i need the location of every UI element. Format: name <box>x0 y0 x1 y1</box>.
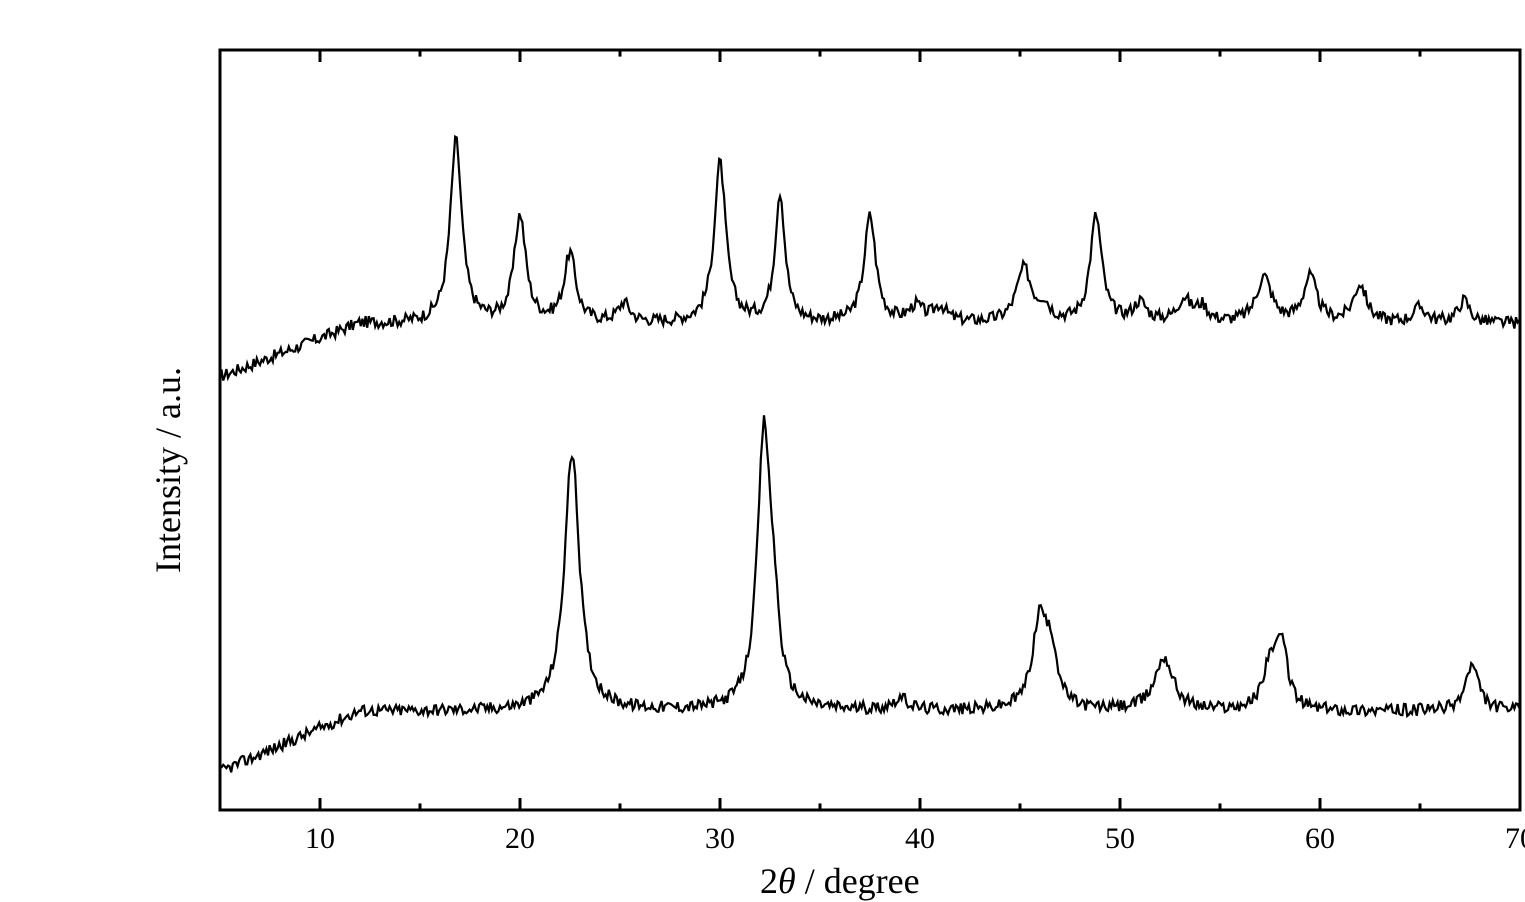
x-axis-label-post: / degree <box>796 861 920 901</box>
x-axis-label-theta: θ <box>778 861 796 901</box>
chart-svg: 10 20 30 40 50 60 70 <box>60 20 1525 900</box>
xrd-chart: 10 20 30 40 50 60 70 Intensity / a.u. 2θ / deg… <box>60 20 1525 900</box>
pattern-top <box>220 137 1519 381</box>
svg-text:10: 10 <box>305 822 335 855</box>
svg-text:50: 50 <box>1105 822 1135 855</box>
svg-text:40: 40 <box>905 822 935 855</box>
svg-text:30: 30 <box>705 822 735 855</box>
x-axis-label-pre: 2 <box>760 861 778 901</box>
svg-text:60: 60 <box>1305 822 1335 855</box>
pattern-bottom <box>220 415 1519 772</box>
x-axis-label: 2θ / degree <box>760 860 920 902</box>
svg-text:20: 20 <box>505 822 535 855</box>
svg-text:70: 70 <box>1505 822 1525 855</box>
y-axis-label: Intensity / a.u. <box>147 367 189 573</box>
